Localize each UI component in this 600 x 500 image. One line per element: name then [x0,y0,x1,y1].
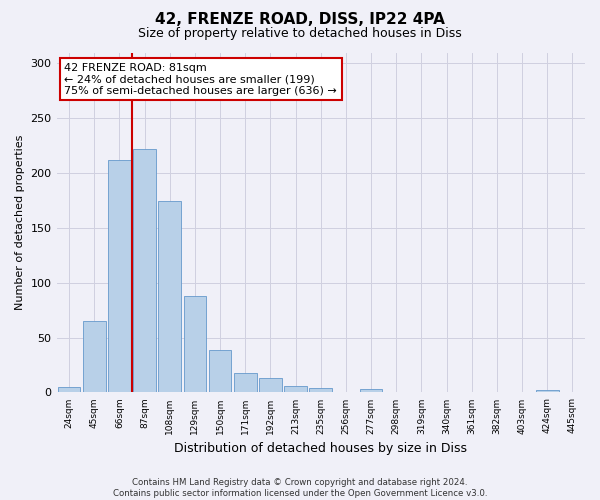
Bar [83,321,106,392]
Bar [234,372,257,392]
Bar [58,387,80,392]
X-axis label: Distribution of detached houses by size in Diss: Distribution of detached houses by size … [174,442,467,455]
Bar [108,160,131,392]
Bar [184,296,206,392]
Y-axis label: Number of detached properties: Number of detached properties [15,135,25,310]
Text: 42, FRENZE ROAD, DISS, IP22 4PA: 42, FRENZE ROAD, DISS, IP22 4PA [155,12,445,28]
Bar [360,389,382,392]
Bar [310,388,332,392]
Text: 42 FRENZE ROAD: 81sqm
← 24% of detached houses are smaller (199)
75% of semi-det: 42 FRENZE ROAD: 81sqm ← 24% of detached … [64,62,337,96]
Bar [259,378,282,392]
Bar [158,200,181,392]
Bar [536,390,559,392]
Text: Size of property relative to detached houses in Diss: Size of property relative to detached ho… [138,28,462,40]
Text: Contains HM Land Registry data © Crown copyright and database right 2024.
Contai: Contains HM Land Registry data © Crown c… [113,478,487,498]
Bar [284,386,307,392]
Bar [133,149,156,392]
Bar [209,350,232,393]
